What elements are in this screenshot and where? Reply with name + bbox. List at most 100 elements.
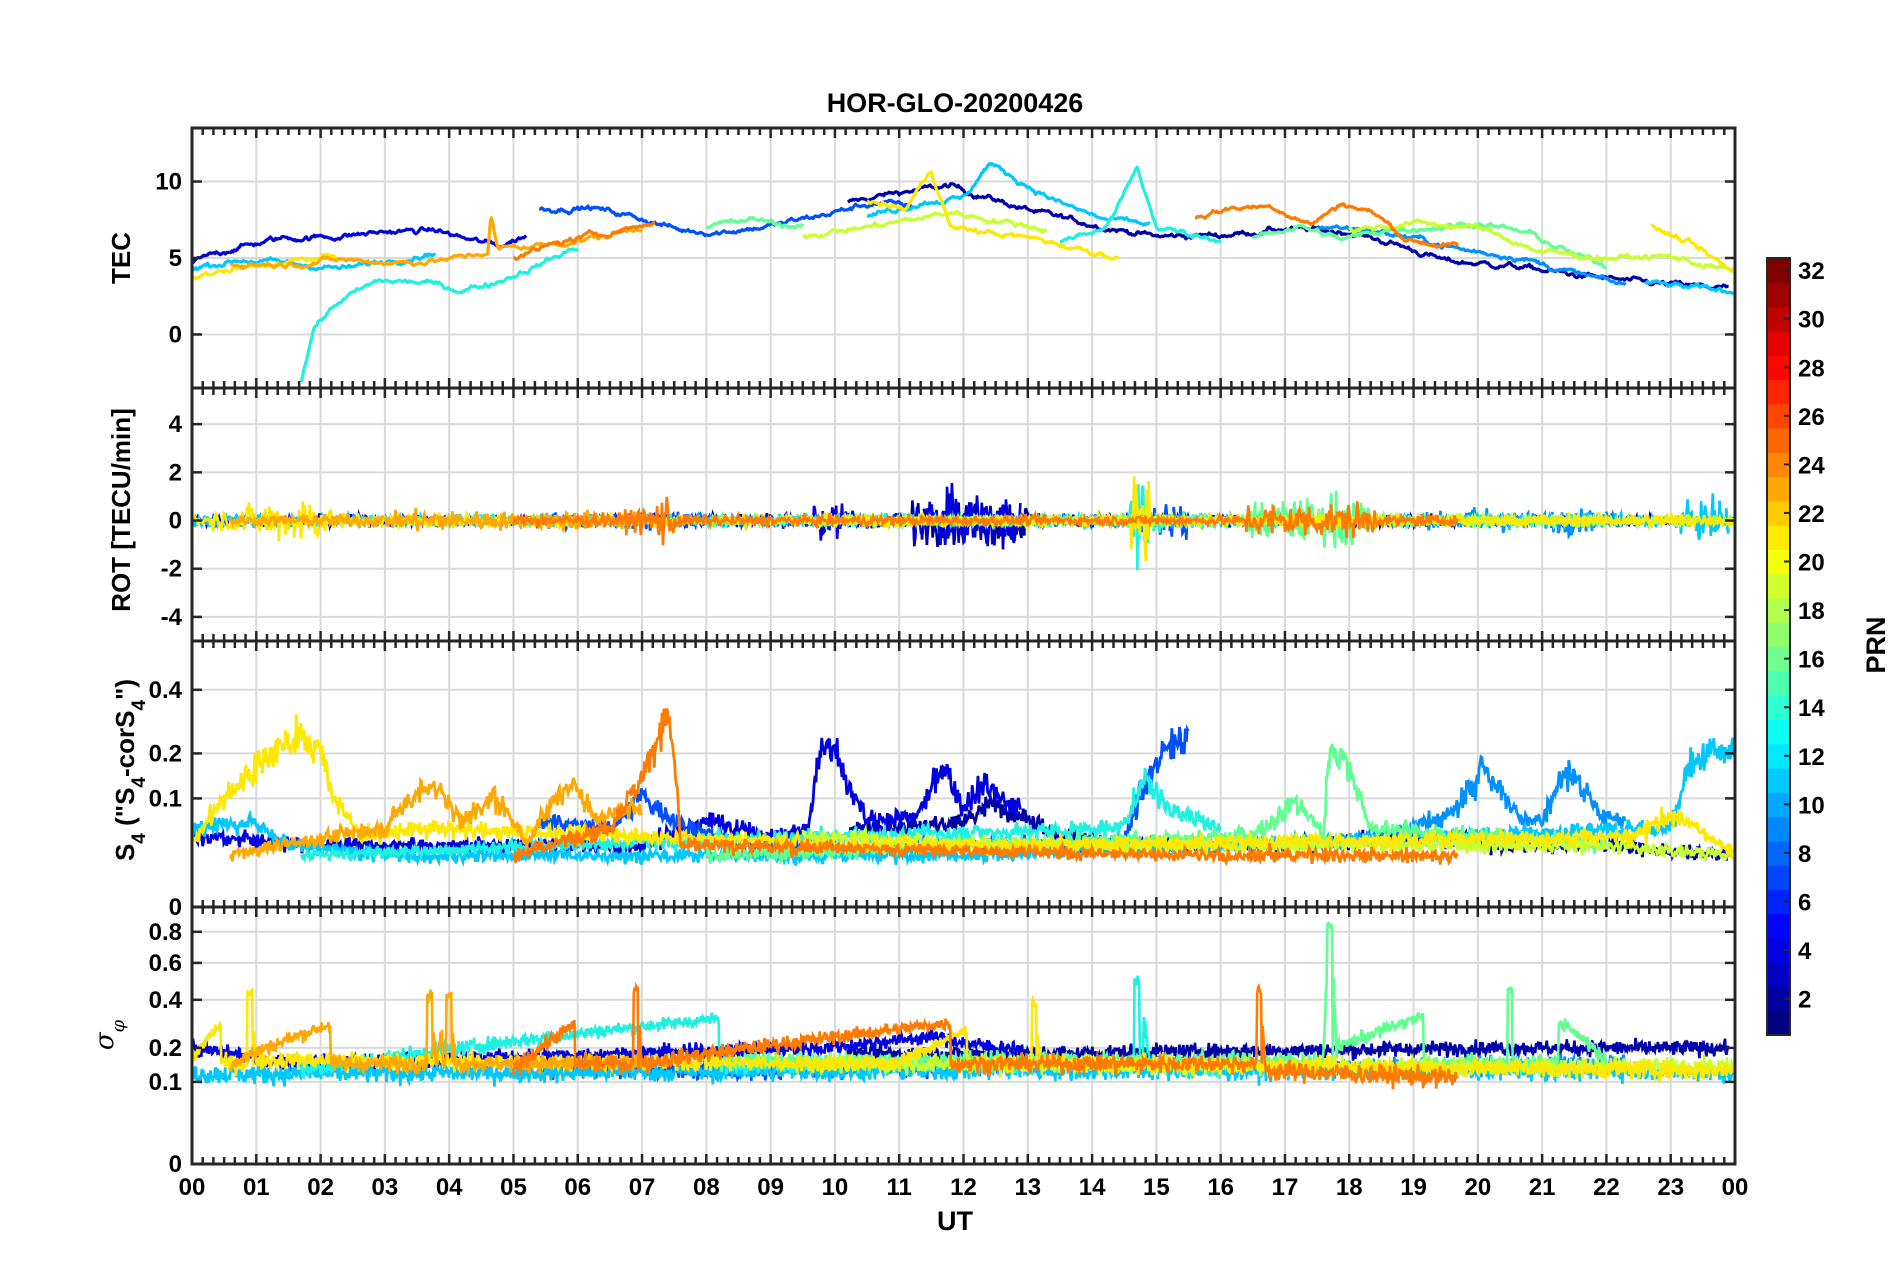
tec-series-prn19 bbox=[802, 209, 1735, 273]
tec-series-prn6 bbox=[538, 198, 914, 238]
tec-series-prn21 bbox=[192, 170, 1735, 281]
colorbar-tick-label: 30 bbox=[1798, 307, 1825, 334]
sigphi-ytick-label: 0.2 bbox=[149, 1035, 182, 1062]
sigphi-label-b: φ bbox=[108, 1019, 129, 1032]
colorbar-cell bbox=[1767, 937, 1790, 963]
sigphi-y-label: σφ bbox=[90, 1019, 129, 1050]
colorbar-cell bbox=[1767, 258, 1790, 283]
sigphi-ytick-label: 0.1 bbox=[149, 1069, 182, 1096]
colorbar-cell bbox=[1767, 500, 1790, 526]
s4-label-a: S bbox=[110, 844, 140, 861]
colorbar-cell bbox=[1767, 1010, 1790, 1036]
x-tick-label: 17 bbox=[1272, 1174, 1299, 1201]
x-tick-labels: 00 01 02 03 04 05 06 07 08 09 10 11 12 13 14 15 16 17 18 19… bbox=[179, 1174, 1749, 1201]
colorbar-tick-label: 10 bbox=[1798, 792, 1825, 819]
colorbar-tick-label: 6 bbox=[1798, 889, 1811, 916]
rot-ytick-label: 4 bbox=[169, 411, 183, 438]
colorbar-cell bbox=[1767, 549, 1790, 575]
x-tick-label: 10 bbox=[822, 1174, 849, 1201]
x-tick-label: 00 bbox=[1722, 1174, 1749, 1201]
chart-title: HOR-GLO-20200426 bbox=[827, 88, 1084, 118]
x-tick-label: 22 bbox=[1593, 1174, 1620, 1201]
colorbar-frame bbox=[1766, 257, 1791, 1036]
sigphi-series-prn21 bbox=[192, 987, 1735, 1083]
panel-tec: 0 5 10 bbox=[155, 126, 1737, 390]
colorbar-cell bbox=[1767, 622, 1790, 648]
colorbar-cell bbox=[1767, 403, 1790, 429]
x-tick-label: 14 bbox=[1079, 1174, 1106, 1201]
x-tick-label: 23 bbox=[1657, 1174, 1684, 1201]
s4-ytick-label: 0.1 bbox=[149, 785, 182, 812]
x-tick-label: 19 bbox=[1400, 1174, 1427, 1201]
rot-ytick-label: -4 bbox=[161, 604, 183, 631]
tec-lines bbox=[192, 162, 1735, 383]
rot-y-label: ROT [TECU/min] bbox=[106, 408, 136, 612]
sigphi-ytick-label: 0 bbox=[169, 1151, 182, 1178]
rot-ytick-label: 2 bbox=[169, 459, 182, 486]
colorbar-tick-label: 4 bbox=[1798, 938, 1812, 965]
tec-series-prn24 bbox=[513, 202, 1459, 261]
x-tick-label: 20 bbox=[1464, 1174, 1491, 1201]
x-axis-label: UT bbox=[937, 1206, 973, 1236]
sigphi-ytick-label: 0.4 bbox=[149, 987, 183, 1014]
sigphi-series-prn24 bbox=[512, 981, 1459, 1090]
colorbar-cell bbox=[1767, 452, 1790, 478]
x-tick-label: 16 bbox=[1207, 1174, 1234, 1201]
colorbar-cell bbox=[1767, 597, 1790, 623]
colorbar-tick-label: 26 bbox=[1798, 404, 1825, 431]
colorbar-cell bbox=[1767, 913, 1790, 939]
colorbar-tick-label: 18 bbox=[1798, 598, 1825, 625]
colorbar-tick-label: 32 bbox=[1798, 258, 1825, 285]
x-tick-label: 13 bbox=[1014, 1174, 1041, 1201]
x-tick-label: 15 bbox=[1143, 1174, 1170, 1201]
s4-lines bbox=[192, 708, 1735, 868]
colorbar-cell bbox=[1767, 379, 1790, 405]
colorbar-cell bbox=[1767, 986, 1790, 1012]
colorbar-cell bbox=[1767, 865, 1790, 890]
s4-ytick-label: 0.4 bbox=[149, 677, 183, 704]
colorbar-label: PRN bbox=[1861, 616, 1891, 673]
panel-sigphi: 0 0.1 0.2 0.4 0.6 0.8 bbox=[149, 905, 1737, 1178]
colorbar-tick-label: 12 bbox=[1798, 744, 1825, 771]
panel-s4: 0 0.1 0.2 0.4 bbox=[149, 639, 1737, 921]
colorbar-cell bbox=[1767, 767, 1790, 793]
colorbar-cell bbox=[1767, 719, 1790, 745]
s4-series-prn22 bbox=[229, 776, 643, 862]
s4-ytick-label: 0 bbox=[169, 894, 182, 921]
sigphi-xticks bbox=[190, 907, 1737, 1166]
rot-ytick-label: 0 bbox=[169, 508, 182, 535]
tec-y-label: TEC bbox=[106, 232, 136, 284]
x-tick-label: 07 bbox=[629, 1174, 656, 1201]
colorbar-cell bbox=[1767, 573, 1790, 599]
tec-ytick-label: 10 bbox=[155, 169, 182, 196]
colorbar-tick-label: 8 bbox=[1798, 841, 1811, 868]
colorbar-cell bbox=[1767, 282, 1790, 308]
colorbar-cell bbox=[1767, 525, 1790, 550]
x-tick-label: 09 bbox=[757, 1174, 784, 1201]
s4-series-prn24 bbox=[512, 708, 1459, 867]
panel-rot: -4 -2 0 2 4 bbox=[161, 386, 1737, 643]
sigphi-grid bbox=[191, 907, 1736, 1165]
colorbar-cell bbox=[1767, 330, 1790, 356]
tec-ytick-label: 5 bbox=[169, 245, 182, 272]
x-tick-label: 11 bbox=[887, 1174, 912, 1201]
colorbar-tick-label: 24 bbox=[1798, 452, 1825, 479]
x-tick-label: 05 bbox=[500, 1174, 527, 1201]
colorbar-tick-label: 14 bbox=[1798, 695, 1825, 722]
s4-label-c: ("S bbox=[110, 788, 140, 834]
colorbar-cell bbox=[1767, 792, 1790, 818]
colorbar-cell bbox=[1767, 695, 1790, 720]
colorbar-tick-label: 16 bbox=[1798, 647, 1825, 674]
colorbar-tick-label: 20 bbox=[1798, 550, 1825, 577]
colorbar-tick-label: 28 bbox=[1798, 355, 1825, 382]
tec-series-prn16 bbox=[705, 216, 1607, 270]
colorbar-cell bbox=[1767, 476, 1790, 502]
sigphi-ytick-label: 0.8 bbox=[149, 919, 182, 946]
s4-series-prn21 bbox=[192, 714, 1735, 861]
tec-series-prn13 bbox=[299, 165, 1222, 383]
tec-ytick-label: 0 bbox=[169, 321, 182, 348]
x-tick-label: 02 bbox=[307, 1174, 334, 1201]
x-tick-label: 18 bbox=[1336, 1174, 1363, 1201]
colorbar-cell bbox=[1767, 427, 1790, 453]
colorbar-cell bbox=[1767, 646, 1790, 672]
